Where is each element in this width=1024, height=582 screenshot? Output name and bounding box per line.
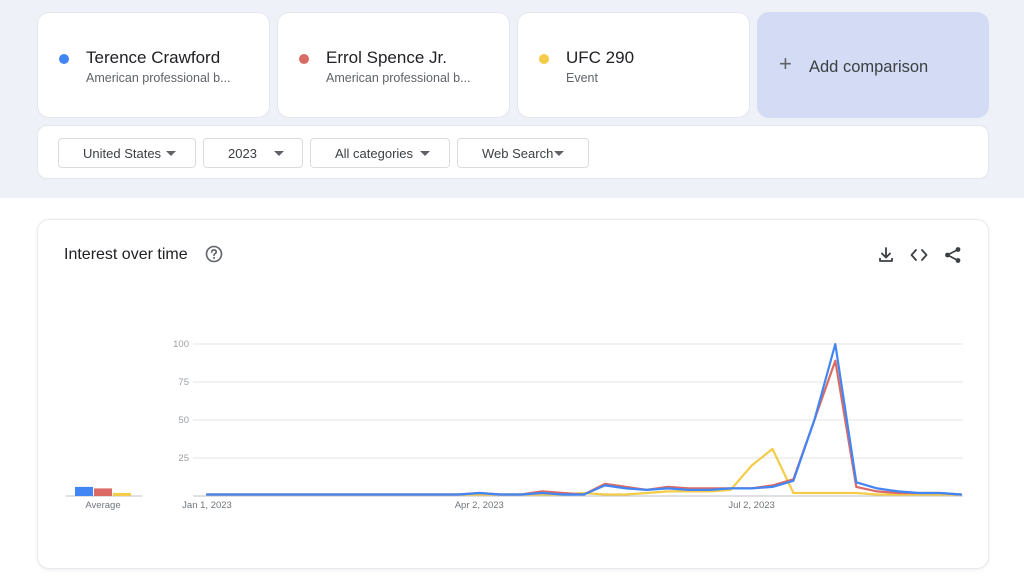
series-color-dot (539, 54, 549, 64)
add-comparison-label: Add comparison (809, 58, 929, 76)
average-bar[interactable] (113, 492, 131, 496)
term-subtitle: American professional b... (326, 71, 471, 85)
x-tick-label: Apr 2, 2023 (455, 500, 504, 511)
filter-bar: United States 2023 All categories Web Se… (37, 125, 989, 179)
caret-down-icon (420, 151, 430, 156)
help-icon[interactable] (204, 244, 224, 264)
term-subtitle: American professional b... (86, 71, 231, 85)
series-line[interactable] (205, 447, 963, 496)
category-value: All categories (335, 146, 414, 161)
y-tick-label: 25 (178, 453, 189, 464)
term-name: UFC 290 (566, 48, 635, 67)
x-tick-label: Jan 1, 2023 (182, 500, 232, 511)
series-line[interactable] (205, 342, 963, 496)
y-tick-label: 100 (173, 339, 189, 350)
add-comparison-button[interactable]: + Add comparison (757, 12, 989, 118)
average-bar[interactable] (75, 486, 93, 496)
download-icon[interactable] (876, 245, 896, 265)
term-card-3[interactable]: UFC 290 Event (517, 12, 750, 118)
interest-chart: 25 50 75 100 Jan 1, 2023 Apr 2, 2023 Jul 2, 20… (66, 339, 963, 511)
x-tick-label: Jul 2, 2023 (728, 500, 774, 511)
property-value: Web Search (482, 146, 554, 161)
term-card-1[interactable]: Terence Crawford American professional b… (37, 12, 270, 118)
term-name: Errol Spence Jr. (326, 48, 447, 67)
average-bar[interactable] (94, 488, 112, 496)
caret-down-icon (166, 151, 176, 156)
interest-over-time-panel: Interest over time 25 50 75 100 Jan 1, 2023 A… (37, 219, 989, 569)
average-label: Average (85, 500, 120, 511)
caret-down-icon (554, 151, 564, 156)
series-color-dot (59, 54, 69, 64)
term-card-2[interactable]: Errol Spence Jr. American professional b… (277, 12, 510, 118)
region-value: United States (83, 146, 162, 161)
y-tick-label: 50 (178, 415, 189, 426)
chart-title: Interest over time (64, 246, 188, 263)
series-color-dot (299, 54, 309, 64)
region-select[interactable]: United States (58, 138, 196, 168)
share-icon[interactable] (943, 245, 963, 265)
period-value: 2023 (228, 146, 257, 161)
y-tick-label: 75 (178, 377, 189, 388)
plus-icon: + (779, 51, 792, 76)
caret-down-icon (274, 151, 284, 156)
term-subtitle: Event (566, 71, 598, 85)
property-select[interactable]: Web Search (457, 138, 589, 168)
embed-icon[interactable] (909, 245, 929, 265)
period-select[interactable]: 2023 (203, 138, 303, 168)
term-name: Terence Crawford (86, 48, 221, 67)
category-select[interactable]: All categories (310, 138, 450, 168)
